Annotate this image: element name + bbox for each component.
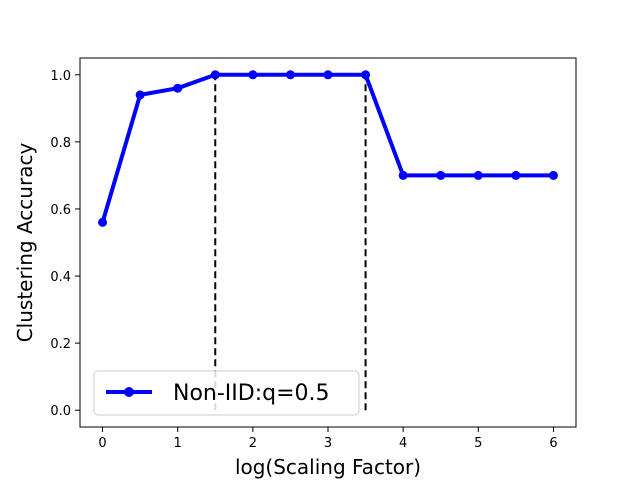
- x-tick-label: 5: [474, 436, 482, 451]
- reference-lines: [214, 74, 367, 411]
- y-tick-label: 0.0: [50, 404, 71, 419]
- data-point: [511, 170, 521, 180]
- y-tick-label: 0.6: [50, 203, 71, 218]
- y-tick-label: 1.0: [50, 69, 71, 84]
- data-point: [398, 170, 408, 180]
- data-point: [361, 70, 371, 80]
- data-point: [473, 170, 483, 180]
- x-tick-label: 0: [98, 436, 106, 451]
- x-tick-label: 6: [549, 436, 557, 451]
- series-line: [100, 72, 554, 223]
- y-axis-label: Clustering Accuracy: [13, 143, 37, 343]
- x-axis: 0 1 2 3 4 5 6: [98, 427, 558, 451]
- legend-series-marker: [124, 387, 134, 397]
- data-point: [436, 170, 446, 180]
- legend: Non-IID:q=0.5: [93, 370, 360, 416]
- x-tick-label: 2: [249, 436, 257, 451]
- data-point: [210, 70, 220, 80]
- data-point: [323, 70, 333, 80]
- x-axis-label: log(Scaling Factor): [235, 455, 421, 479]
- data-point: [248, 70, 258, 80]
- x-tick-label: 4: [399, 436, 407, 451]
- data-point: [135, 90, 145, 100]
- data-point: [548, 170, 558, 180]
- x-tick-label: 3: [324, 436, 332, 451]
- y-tick-label: 0.8: [50, 136, 71, 151]
- x-tick-label: 1: [174, 436, 182, 451]
- legend-series-label: Non-IID:q=0.5: [173, 381, 330, 406]
- data-point: [98, 217, 108, 227]
- y-tick-label: 0.4: [50, 270, 71, 285]
- data-point: [285, 70, 295, 80]
- series-layer: [98, 70, 558, 227]
- y-tick-label: 0.2: [50, 337, 71, 352]
- data-point: [173, 83, 183, 93]
- y-axis: 0.0 0.2 0.4 0.6 0.8 1.0: [50, 69, 80, 419]
- legend-box: [93, 370, 360, 416]
